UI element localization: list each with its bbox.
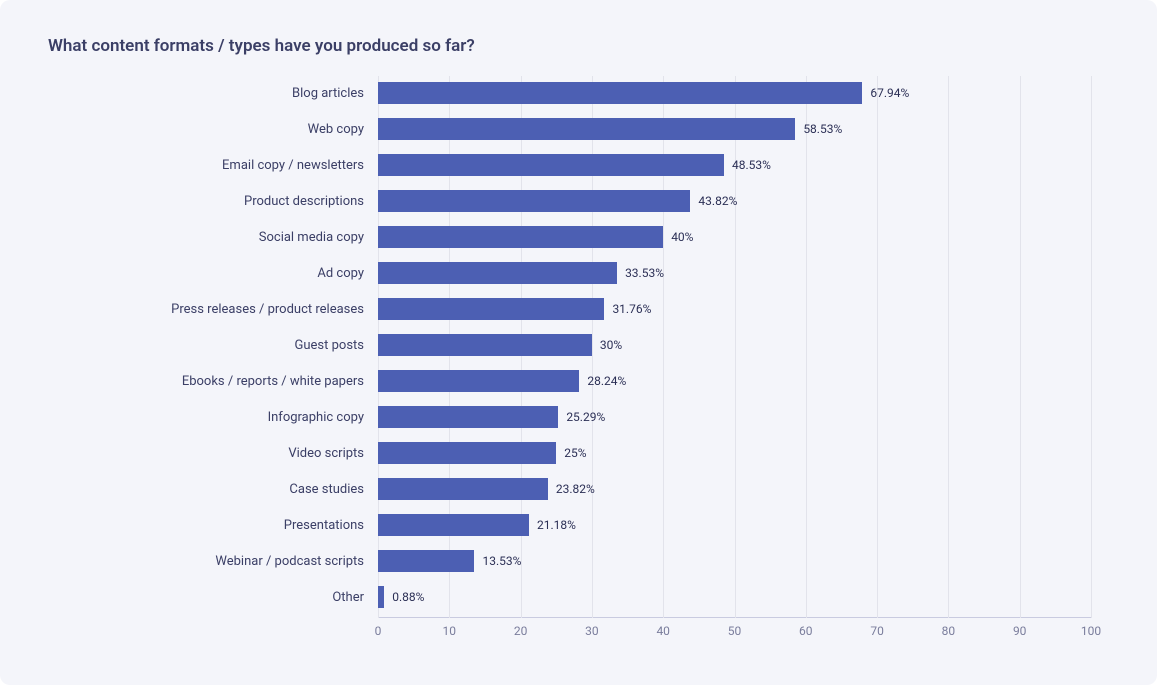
bar-row: Ad copy33.53%	[378, 262, 1091, 284]
value-label: 23.82%	[548, 482, 595, 496]
gridline	[1091, 76, 1092, 618]
x-tick-label: 90	[1013, 624, 1027, 638]
category-label: Case studies	[289, 482, 378, 497]
value-label: 33.53%	[617, 266, 664, 280]
x-tick-label: 10	[443, 624, 457, 638]
bar	[378, 334, 592, 356]
bar-row: Webinar / podcast scripts13.53%	[378, 550, 1091, 572]
value-label: 0.88%	[384, 590, 424, 604]
bar	[378, 190, 690, 212]
value-label: 28.24%	[579, 374, 626, 388]
bar-row: Presentations21.18%	[378, 514, 1091, 536]
bar-row: Product descriptions43.82%	[378, 190, 1091, 212]
value-label: 13.53%	[474, 554, 521, 568]
bar	[378, 406, 558, 428]
x-tick-label: 50	[728, 624, 742, 638]
category-label: Infographic copy	[268, 410, 378, 425]
bar-row: Web copy58.53%	[378, 118, 1091, 140]
bar-row: Video scripts25%	[378, 442, 1091, 464]
value-label: 25%	[556, 446, 586, 460]
bar-row: Case studies23.82%	[378, 478, 1091, 500]
bar	[378, 370, 579, 392]
category-label: Guest posts	[295, 338, 379, 353]
bar	[378, 478, 548, 500]
bar-row: Email copy / newsletters48.53%	[378, 154, 1091, 176]
value-label: 48.53%	[724, 158, 771, 172]
bar	[378, 154, 724, 176]
bar-row: Ebooks / reports / white papers28.24%	[378, 370, 1091, 392]
value-label: 31.76%	[604, 302, 651, 316]
value-label: 21.18%	[529, 518, 576, 532]
category-label: Webinar / podcast scripts	[215, 554, 378, 569]
bar-row: Social media copy40%	[378, 226, 1091, 248]
value-label: 58.53%	[795, 122, 842, 136]
x-tick-label: 20	[514, 624, 528, 638]
category-label: Email copy / newsletters	[222, 158, 378, 173]
x-tick-label: 0	[375, 624, 382, 638]
value-label: 25.29%	[558, 410, 605, 424]
bar	[378, 226, 663, 248]
chart-panel: What content formats / types have you pr…	[0, 0, 1157, 685]
category-label: Ad copy	[317, 266, 378, 281]
chart-area: Blog articles67.94%Web copy58.53%Email c…	[48, 76, 1109, 646]
category-label: Ebooks / reports / white papers	[182, 374, 378, 389]
value-label: 40%	[663, 230, 693, 244]
category-label: Blog articles	[292, 86, 378, 101]
category-label: Other	[332, 590, 378, 605]
value-label: 67.94%	[862, 86, 909, 100]
value-label: 30%	[592, 338, 622, 352]
bar	[378, 82, 862, 104]
category-label: Video scripts	[288, 446, 378, 461]
x-tick-label: 60	[799, 624, 813, 638]
bar	[378, 514, 529, 536]
bar-row: Press releases / product releases31.76%	[378, 298, 1091, 320]
bar	[378, 262, 617, 284]
x-tick-label: 40	[656, 624, 670, 638]
chart-title: What content formats / types have you pr…	[48, 36, 1109, 56]
x-tick-label: 100	[1081, 624, 1101, 638]
bar	[378, 298, 604, 320]
x-tick-label: 70	[870, 624, 884, 638]
category-label: Social media copy	[259, 230, 378, 245]
x-tick-label: 30	[585, 624, 599, 638]
bar	[378, 118, 795, 140]
category-label: Product descriptions	[244, 194, 378, 209]
value-label: 43.82%	[690, 194, 737, 208]
category-label: Web copy	[308, 122, 378, 137]
x-tick-label: 80	[942, 624, 956, 638]
category-label: Press releases / product releases	[171, 302, 378, 317]
x-axis: 0102030405060708090100	[378, 618, 1091, 646]
bar-row: Other0.88%	[378, 586, 1091, 608]
bar-row: Infographic copy25.29%	[378, 406, 1091, 428]
bar-row: Blog articles67.94%	[378, 82, 1091, 104]
bar	[378, 550, 474, 572]
category-label: Presentations	[284, 518, 378, 533]
plot-region: Blog articles67.94% Web copy58.53% Email c…	[378, 76, 1091, 618]
bar-row: Guest posts30%	[378, 334, 1091, 356]
bar	[378, 442, 556, 464]
